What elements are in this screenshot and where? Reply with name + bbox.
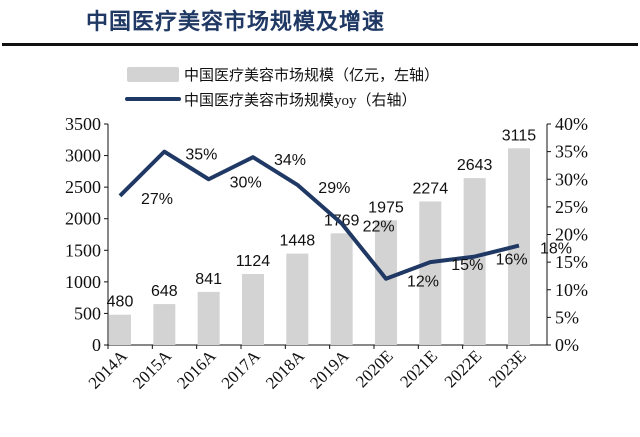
bar xyxy=(197,291,220,345)
bar-data-label: 1975 xyxy=(368,199,404,216)
right-tick-label: 30% xyxy=(555,169,588,189)
bar-data-label: 1124 xyxy=(236,253,271,270)
left-tick-label: 1000 xyxy=(65,272,101,292)
left-tick-label: 2500 xyxy=(65,177,101,197)
yoy-data-label: 18% xyxy=(540,241,572,258)
yoy-data-label: 22% xyxy=(363,218,395,235)
bar xyxy=(374,220,397,345)
x-tick-label: 2022E xyxy=(441,346,486,391)
legend-bar-label: 中国医疗美容市场规模（亿元，左轴） xyxy=(184,67,439,84)
bar-data-label: 841 xyxy=(195,271,222,288)
x-tick-label: 2023E xyxy=(485,346,530,391)
left-tick-label: 2000 xyxy=(65,209,101,229)
x-tick-label: 2017A xyxy=(218,346,265,393)
title-divider xyxy=(2,43,638,46)
right-tick-label: 40% xyxy=(555,114,588,134)
bar xyxy=(153,304,176,345)
bar xyxy=(463,178,486,345)
left-tick-label: 500 xyxy=(74,303,101,323)
bar-data-label: 1448 xyxy=(280,233,316,250)
yoy-data-label: 30% xyxy=(230,174,262,191)
yoy-data-label: 12% xyxy=(407,274,439,291)
right-tick-label: 10% xyxy=(555,280,588,300)
bar xyxy=(330,233,353,345)
legend-bar-swatch xyxy=(127,67,179,82)
yoy-data-label: 15% xyxy=(451,257,483,274)
right-tick-label: 15% xyxy=(555,252,588,272)
left-tick-label: 3000 xyxy=(65,146,101,166)
yoy-line xyxy=(118,149,520,281)
x-tick-label: 2020E xyxy=(352,346,397,391)
x-tick-label: 2015A xyxy=(129,346,176,393)
bar xyxy=(241,274,264,345)
x-tick-label: 2019A xyxy=(306,346,353,393)
left-tick-label: 1500 xyxy=(65,240,101,260)
right-tick-label: 20% xyxy=(555,225,588,245)
bar-data-label: 480 xyxy=(107,294,134,311)
right-tick-label: 0% xyxy=(555,335,579,355)
x-tick-label: 2021E xyxy=(396,346,441,391)
x-tick-label: 2018A xyxy=(262,346,309,393)
bar-data-label: 3115 xyxy=(502,127,537,144)
yoy-data-label: 16% xyxy=(496,252,528,269)
bar xyxy=(419,201,442,345)
chart-title: 中国医疗美容市场规模及增速 xyxy=(86,9,386,35)
right-tick-label: 5% xyxy=(555,307,579,327)
bar-data-label: 648 xyxy=(151,283,178,300)
yoy-data-label: 35% xyxy=(185,147,217,164)
right-tick-label: 25% xyxy=(555,197,588,217)
right-tick-label: 35% xyxy=(555,142,588,162)
bar-data-label: 2643 xyxy=(457,157,493,174)
left-tick-label: 0 xyxy=(92,335,101,355)
yoy-data-label: 29% xyxy=(318,180,350,197)
yoy-data-label: 34% xyxy=(274,152,306,169)
bar xyxy=(286,253,309,345)
left-tick-label: 3500 xyxy=(65,114,101,134)
bar xyxy=(109,314,131,345)
legend-line-label: 中国医疗美容市场规模yoy（右轴） xyxy=(184,92,417,109)
x-tick-label: 2016A xyxy=(173,346,220,393)
yoy-data-label: 27% xyxy=(141,191,173,208)
bar-data-label: 2274 xyxy=(413,180,449,197)
